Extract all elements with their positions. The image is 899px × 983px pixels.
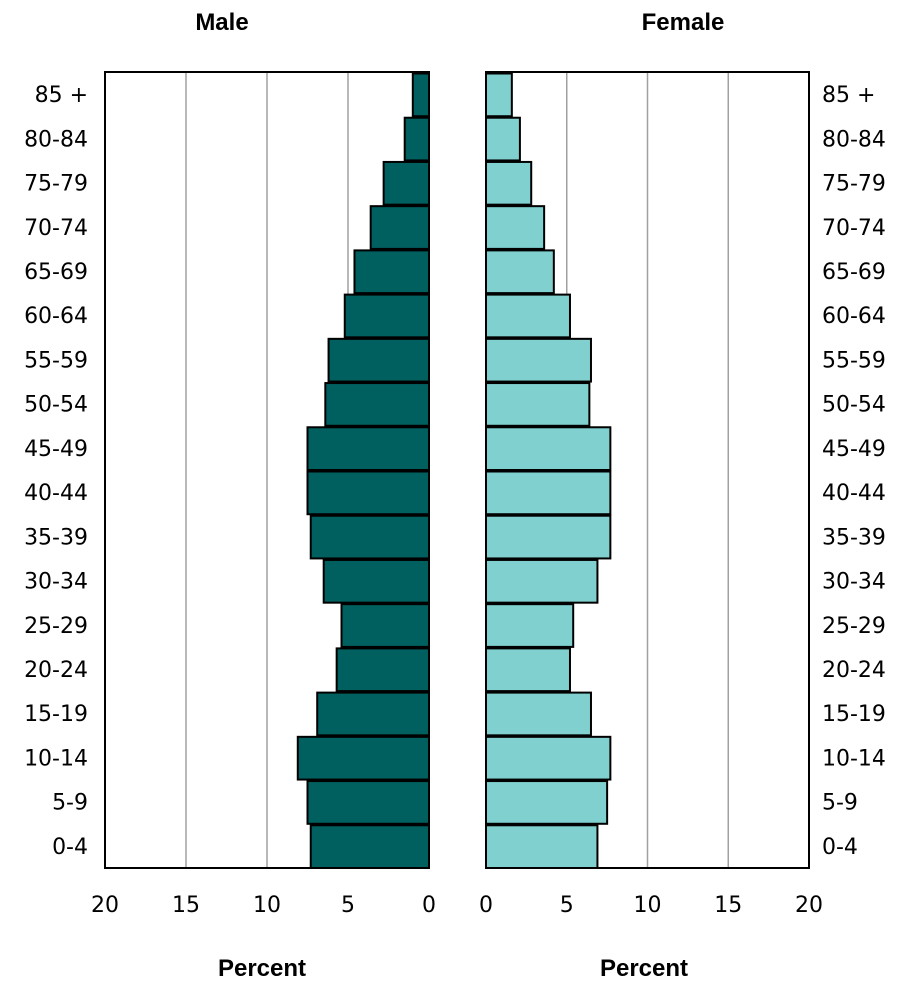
female-bar bbox=[485, 382, 591, 427]
x-tick-label: 0 bbox=[479, 893, 493, 918]
age-group-label: 75-79 bbox=[24, 172, 88, 197]
age-group-label: 55-59 bbox=[822, 348, 886, 373]
male-bar bbox=[324, 382, 431, 427]
male-bar bbox=[306, 426, 430, 471]
x-tick-labels: 20 15 10 5 0 0 5 10 15 20 bbox=[91, 893, 823, 918]
male-bar bbox=[369, 205, 430, 250]
age-group-label: 15-19 bbox=[822, 702, 886, 727]
age-group-label: 25-29 bbox=[24, 614, 88, 639]
age-group-label: 60-64 bbox=[24, 304, 88, 329]
age-group-label: 70-74 bbox=[24, 216, 88, 241]
x-tick-label: 10 bbox=[634, 893, 662, 918]
male-bar bbox=[343, 293, 431, 339]
age-group-label: 45-49 bbox=[24, 437, 88, 462]
male-bar bbox=[306, 470, 430, 516]
age-group-label: 40-44 bbox=[24, 481, 88, 506]
age-group-label: 30-34 bbox=[822, 570, 886, 595]
male-bar bbox=[309, 824, 430, 869]
female-bar bbox=[485, 691, 592, 737]
age-group-label: 20-24 bbox=[822, 658, 886, 683]
x-tick-label: 15 bbox=[714, 893, 742, 918]
male-bar bbox=[335, 647, 430, 693]
female-bar bbox=[485, 160, 533, 206]
age-group-label: 0-4 bbox=[822, 835, 858, 860]
age-group-label: 65-69 bbox=[24, 260, 88, 285]
male-bar bbox=[316, 691, 430, 737]
age-group-label: 70-74 bbox=[822, 216, 886, 241]
female-bar bbox=[485, 116, 521, 162]
male-bar bbox=[296, 735, 430, 781]
age-group-label: 85 + bbox=[822, 83, 875, 108]
female-bar bbox=[485, 293, 571, 339]
age-group-label: 55-59 bbox=[24, 348, 88, 373]
age-group-label: 50-54 bbox=[24, 393, 88, 418]
female-x-axis-title: Percent bbox=[600, 955, 688, 982]
x-tick-label: 5 bbox=[341, 893, 355, 918]
male-bar bbox=[306, 780, 430, 825]
age-group-label: 40-44 bbox=[822, 481, 886, 506]
age-group-label: 5-9 bbox=[822, 791, 858, 816]
age-group-label: 5-9 bbox=[52, 791, 88, 816]
age-group-label: 45-49 bbox=[822, 437, 886, 462]
age-group-label: 15-19 bbox=[24, 702, 88, 727]
female-bar bbox=[485, 735, 612, 781]
male-bar bbox=[327, 337, 430, 383]
male-panel-title: Male bbox=[195, 9, 248, 36]
x-tick-label: 5 bbox=[560, 893, 574, 918]
female-bar bbox=[485, 426, 612, 471]
male-frame-border bbox=[104, 71, 430, 869]
left-age-labels: 85 + 80-84 75-79 70-74 65-69 60-64 55-59 50-54 4… bbox=[24, 83, 88, 860]
male-bar bbox=[382, 160, 431, 206]
age-group-label: 65-69 bbox=[822, 260, 886, 285]
age-group-label: 50-54 bbox=[822, 393, 886, 418]
female-panel-title: Female bbox=[642, 9, 725, 36]
female-bar bbox=[485, 337, 592, 383]
female-bar bbox=[485, 249, 555, 295]
male-x-axis-title: Percent bbox=[218, 955, 306, 982]
male-bar bbox=[403, 116, 431, 162]
x-tick-label: 15 bbox=[172, 893, 200, 918]
age-group-label: 35-39 bbox=[24, 525, 88, 550]
female-frame-border bbox=[485, 71, 810, 869]
female-bar bbox=[485, 72, 513, 118]
x-tick-label: 20 bbox=[91, 893, 119, 918]
male-bar bbox=[353, 249, 431, 295]
age-group-label: 85 + bbox=[35, 83, 88, 108]
right-age-labels: 85 + 80-84 75-79 70-74 65-69 60-64 55-59 50-54 4… bbox=[822, 83, 886, 860]
age-group-label: 10-14 bbox=[822, 746, 886, 771]
x-tick-label: 20 bbox=[795, 893, 823, 918]
male-bar bbox=[309, 514, 430, 560]
age-group-label: 60-64 bbox=[822, 304, 886, 329]
age-group-label: 10-14 bbox=[24, 746, 88, 771]
age-group-label: 25-29 bbox=[822, 614, 886, 639]
x-tick-label: 10 bbox=[253, 893, 281, 918]
age-group-label: 30-34 bbox=[24, 570, 88, 595]
female-bar bbox=[485, 205, 546, 250]
male-bars bbox=[296, 72, 431, 869]
male-bar bbox=[322, 558, 431, 604]
x-tick-label: 0 bbox=[422, 893, 436, 918]
female-bar bbox=[485, 558, 599, 604]
male-bar bbox=[340, 603, 430, 648]
age-group-label: 20-24 bbox=[24, 658, 88, 683]
age-group-label: 80-84 bbox=[24, 127, 88, 152]
age-group-label: 75-79 bbox=[822, 172, 886, 197]
male-bar bbox=[411, 72, 430, 118]
female-bar bbox=[485, 514, 612, 560]
female-bar bbox=[485, 824, 599, 869]
female-bar bbox=[485, 647, 571, 693]
age-group-label: 80-84 bbox=[822, 127, 886, 152]
female-bar bbox=[485, 470, 612, 516]
female-bar bbox=[485, 780, 609, 825]
age-group-label: 35-39 bbox=[822, 525, 886, 550]
female-bar bbox=[485, 603, 575, 648]
age-group-label: 0-4 bbox=[52, 835, 88, 860]
